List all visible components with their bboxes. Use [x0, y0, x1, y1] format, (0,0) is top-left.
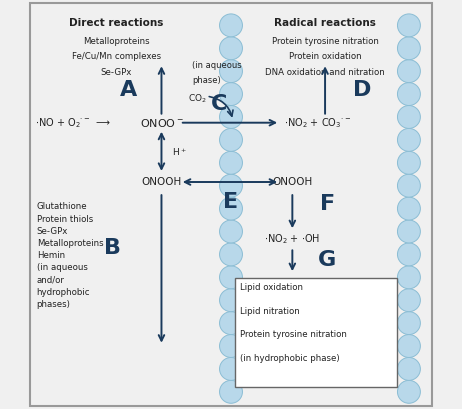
Circle shape — [219, 380, 243, 403]
Circle shape — [219, 243, 243, 266]
Circle shape — [219, 357, 243, 380]
Circle shape — [219, 83, 243, 106]
Circle shape — [397, 289, 420, 312]
Circle shape — [397, 357, 420, 380]
Text: H$^+$: H$^+$ — [172, 146, 186, 158]
Text: $\cdot$NO + O$_2$$^{\cdot-}$ $\longrightarrow$: $\cdot$NO + O$_2$$^{\cdot-}$ $\longright… — [35, 116, 111, 130]
Circle shape — [219, 335, 243, 357]
Circle shape — [219, 14, 243, 37]
Circle shape — [219, 60, 243, 83]
Circle shape — [219, 312, 243, 335]
Text: $\cdot$NO$_2$ + CO$_3$$^{\cdot-}$: $\cdot$NO$_2$ + CO$_3$$^{\cdot-}$ — [284, 116, 351, 130]
Text: ONOO$^-$: ONOO$^-$ — [140, 117, 183, 129]
Circle shape — [397, 174, 420, 197]
Text: Se-GPx: Se-GPx — [101, 68, 132, 77]
Circle shape — [397, 312, 420, 335]
Circle shape — [397, 197, 420, 220]
Text: Radical reactions: Radical reactions — [274, 18, 376, 28]
Circle shape — [219, 174, 243, 197]
Circle shape — [219, 151, 243, 174]
Circle shape — [219, 106, 243, 128]
Text: E: E — [224, 193, 238, 212]
Circle shape — [397, 243, 420, 266]
Circle shape — [219, 128, 243, 151]
Circle shape — [219, 220, 243, 243]
Circle shape — [219, 266, 243, 289]
Text: ONOOH: ONOOH — [272, 177, 312, 187]
Text: (in aqueous: (in aqueous — [192, 61, 242, 70]
Circle shape — [219, 197, 243, 220]
Text: (in hydrophobic phase): (in hydrophobic phase) — [240, 354, 340, 363]
FancyBboxPatch shape — [235, 278, 397, 387]
Text: Lipid oxidation: Lipid oxidation — [240, 283, 303, 292]
Text: Direct reactions: Direct reactions — [69, 18, 164, 28]
Text: D: D — [353, 80, 371, 100]
Circle shape — [397, 220, 420, 243]
Text: DNA oxidation and nitration: DNA oxidation and nitration — [265, 68, 385, 77]
Circle shape — [219, 289, 243, 312]
Circle shape — [397, 37, 420, 60]
Circle shape — [397, 14, 420, 37]
Circle shape — [397, 266, 420, 289]
Text: Lipid nitration: Lipid nitration — [240, 307, 300, 316]
Circle shape — [397, 151, 420, 174]
Text: phase): phase) — [192, 76, 221, 85]
Text: Protein tyrosine nitration: Protein tyrosine nitration — [240, 330, 347, 339]
Text: A: A — [120, 80, 137, 100]
Circle shape — [397, 106, 420, 128]
Text: Fe/Cu/Mn complexes: Fe/Cu/Mn complexes — [72, 52, 161, 61]
Text: Glutathione
Protein thiols
Se-GPx
Metalloproteins
Hemin
(in aqueous
and/or
hydro: Glutathione Protein thiols Se-GPx Metall… — [36, 202, 103, 309]
Text: B: B — [104, 238, 121, 258]
Circle shape — [219, 37, 243, 60]
Text: G: G — [318, 250, 336, 270]
Circle shape — [397, 335, 420, 357]
Circle shape — [397, 83, 420, 106]
Circle shape — [397, 60, 420, 83]
Text: F: F — [320, 195, 334, 214]
Text: ONOOH: ONOOH — [141, 177, 182, 187]
Text: Metalloproteins: Metalloproteins — [83, 37, 150, 46]
Text: CO$_2$: CO$_2$ — [188, 92, 207, 105]
Circle shape — [397, 128, 420, 151]
Text: Protein tyrosine nitration: Protein tyrosine nitration — [272, 37, 378, 46]
Text: C: C — [211, 94, 227, 114]
Text: $\cdot$NO$_2$ + $\cdot$OH: $\cdot$NO$_2$ + $\cdot$OH — [264, 232, 321, 246]
Circle shape — [397, 380, 420, 403]
Text: Protein oxidation: Protein oxidation — [289, 52, 361, 61]
